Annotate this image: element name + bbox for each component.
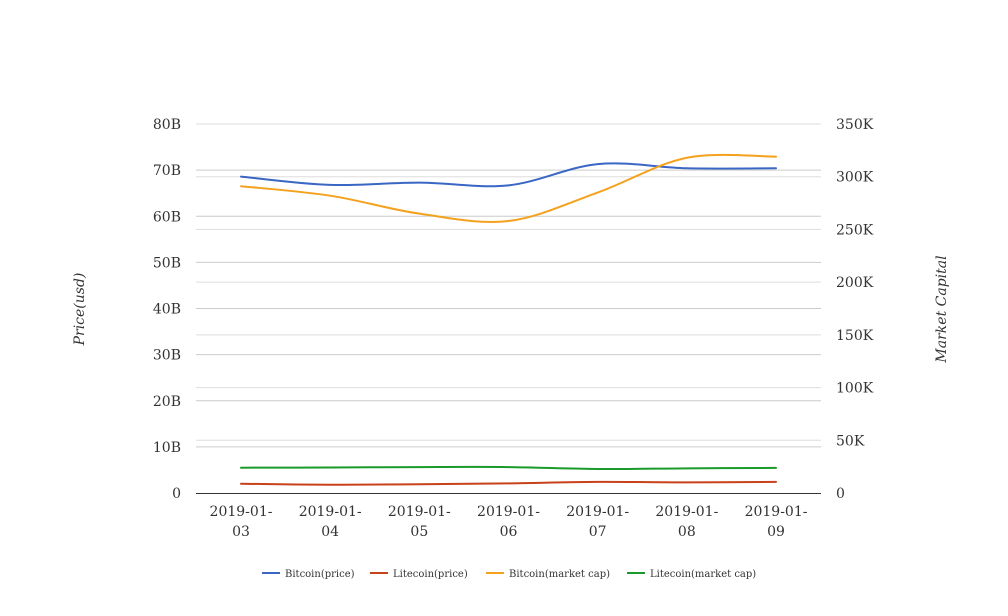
- x-tick-label-line: 2019-01-: [388, 504, 451, 520]
- x-tick-label-line: 06: [500, 524, 518, 540]
- legend-label: Bitcoin(price): [285, 569, 355, 580]
- right-tick-label: 0: [836, 486, 845, 502]
- x-tick-label: 2019-01- 04: [299, 504, 362, 540]
- x-tick-label-line: 04: [321, 524, 339, 540]
- x-tick-label: 2019-01- 07: [566, 504, 629, 540]
- series-line-litecoin-market-cap: [240, 465, 778, 471]
- legend-label: Litecoin(market cap): [650, 569, 756, 580]
- legend-item-litecoin-price[interactable]: Litecoin(price): [370, 569, 468, 580]
- left-tick-label: 60B: [153, 209, 181, 225]
- right-tick-label: 350K: [836, 117, 874, 133]
- x-tick-label: 2019-01- 09: [745, 504, 808, 540]
- right-tick-label: 100K: [836, 381, 874, 397]
- series-line-bitcoin-price: [240, 162, 778, 188]
- left-tick-label: 0: [172, 486, 181, 502]
- x-tick-label-line: 2019-01-: [299, 504, 362, 520]
- series-line-litecoin-price: [240, 480, 778, 486]
- right-gridlines: [196, 123, 821, 441]
- legend-label: Bitcoin(market cap): [509, 569, 610, 580]
- right-tick-label: 200K: [836, 275, 874, 291]
- left-tick-label: 50B: [153, 255, 181, 271]
- x-tick-label: 2019-01- 03: [210, 504, 273, 540]
- left-tick-label: 40B: [153, 302, 181, 318]
- left-axis-title: Price(usd): [72, 273, 88, 347]
- left-axis-ticks: 0 10B 20B 30B 40B 50B 60B 70B 80B: [153, 117, 181, 502]
- x-tick-label-line: 2019-01-: [745, 504, 808, 520]
- right-axis-ticks: 0 50K 100K 150K 200K 250K 300K 350K: [836, 117, 874, 502]
- left-tick-label: 80B: [153, 117, 181, 133]
- right-tick-label: 250K: [836, 222, 874, 238]
- right-axis-title: Market Capital: [934, 255, 950, 363]
- x-tick-label: 2019-01- 06: [477, 504, 540, 540]
- x-tick-label: 2019-01- 08: [655, 504, 718, 540]
- right-tick-label: 300K: [836, 170, 874, 186]
- series-line-bitcoin-market-cap: [240, 153, 778, 223]
- left-tick-label: 20B: [153, 394, 181, 410]
- left-tick-label: 10B: [153, 440, 181, 456]
- x-tick-label: 2019-01- 05: [388, 504, 451, 540]
- x-tick-label-line: 2019-01-: [210, 504, 273, 520]
- x-tick-label-line: 2019-01-: [477, 504, 540, 520]
- right-tick-label: 150K: [836, 328, 874, 344]
- left-tick-label: 30B: [153, 348, 181, 364]
- x-tick-label-line: 03: [232, 524, 250, 540]
- legend-item-bitcoin-market-cap[interactable]: Bitcoin(market cap): [486, 569, 610, 580]
- x-tick-label-line: 09: [767, 524, 785, 540]
- legend-item-bitcoin-price[interactable]: Bitcoin(price): [262, 569, 355, 580]
- series-lines: [240, 153, 778, 486]
- x-tick-label-line: 05: [410, 524, 428, 540]
- legend-item-litecoin-market-cap[interactable]: Litecoin(market cap): [627, 569, 756, 580]
- x-tick-label-line: 2019-01-: [566, 504, 629, 520]
- x-tick-label-line: 2019-01-: [655, 504, 718, 520]
- right-tick-label: 50K: [836, 433, 865, 449]
- x-axis-ticks: 2019-01- 03 2019-01- 04 2019-01- 05 2019-01- 06…: [210, 504, 808, 540]
- legend-label: Litecoin(price): [393, 569, 468, 580]
- x-tick-label-line: 07: [589, 524, 607, 540]
- x-tick-label-line: 08: [678, 524, 696, 540]
- legend[interactable]: Bitcoin(price) Litecoin(price) Bitcoin(mar…: [262, 569, 756, 580]
- left-gridlines: [196, 123, 821, 448]
- left-tick-label: 70B: [153, 163, 181, 179]
